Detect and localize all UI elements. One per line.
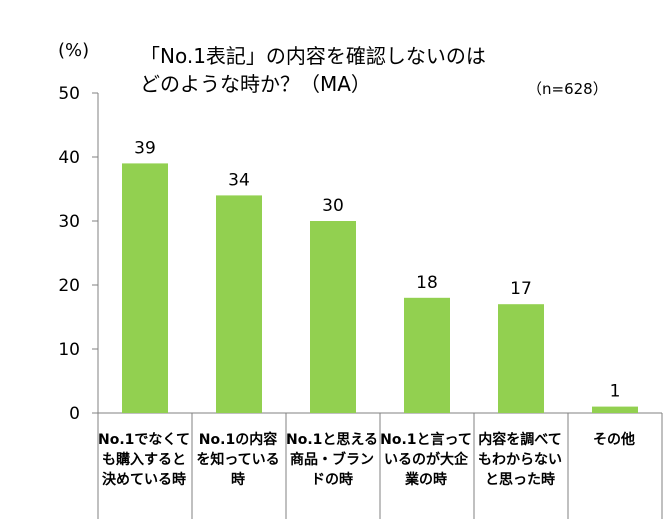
category-label: No.1でなくても購入すると決めている時 [98,432,190,488]
y-tick-label: 40 [58,148,80,168]
sample-size-label: （n=628） [527,80,608,98]
bar [216,195,262,413]
data-label: 18 [416,273,438,293]
data-label: 30 [322,196,344,216]
y-tick-label: 20 [58,276,80,296]
category-label: 内容を調べてもわからないと思った時 [478,432,562,488]
bar [310,221,356,413]
y-tick-label: 30 [58,212,80,232]
y-tick-label: 50 [58,84,80,104]
bar [122,163,168,413]
category-label: No.1の内容を知っている時 [196,432,280,488]
category-label: No.1と思える商品・ブランドの時 [286,432,378,488]
bar [592,406,638,413]
chart-title-line-1: 「No.1表記」の内容を確認しないのは [140,44,486,68]
data-label: 17 [510,279,532,299]
category-label: その他 [593,432,635,448]
chart-title-line-2: どのような時か？（MA） [140,72,371,96]
data-label: 39 [134,138,156,158]
bar [404,297,450,413]
y-axis-unit: (%) [58,40,90,61]
y-tick-label: 10 [58,340,80,360]
y-tick-label: 0 [69,404,80,424]
chart-title: 「No.1表記」の内容を確認しないのは どのような時か？（MA） [140,42,486,98]
bar [498,304,544,413]
category-label: No.1と言っているのが大企業の時 [380,432,472,488]
data-label: 1 [610,382,621,402]
data-label: 34 [228,170,250,190]
